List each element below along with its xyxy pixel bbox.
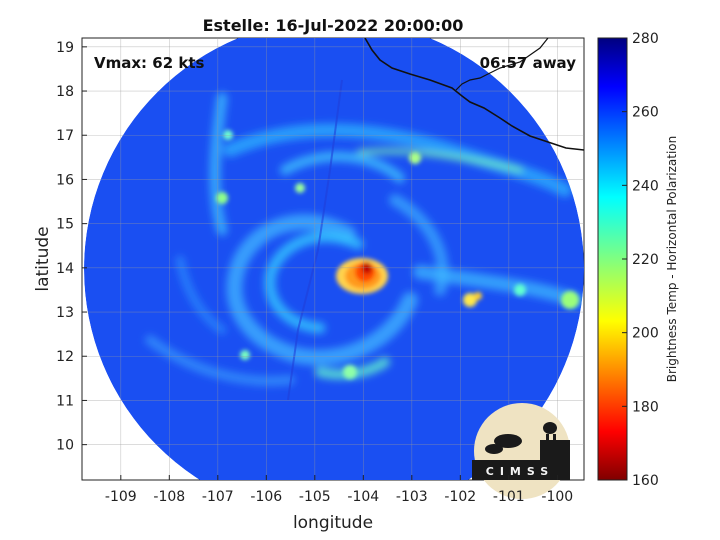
colorbar-tick-label: 160 (632, 473, 659, 489)
x-tick-label: -109 (105, 489, 137, 505)
y-tick-label: 10 (56, 438, 74, 454)
plot-area: CIMSS Vmax: 62 kts 06:57 away (81, 37, 585, 499)
cimss-logo: CIMSS (472, 403, 570, 499)
y-tick-label: 11 (56, 393, 74, 409)
colorbar-tick-label: 220 (632, 252, 659, 268)
colorbar-tick-label: 240 (632, 178, 659, 194)
logo-text: CIMSS (486, 465, 554, 478)
colorbar-tick-label: 200 (632, 326, 659, 342)
colorbar-tick-label: 280 (632, 31, 659, 47)
x-axis-label: longitude (293, 513, 373, 533)
coastline (364, 38, 584, 151)
x-tick-label: -106 (250, 489, 282, 505)
y-tick-label: 15 (56, 217, 74, 233)
y-tick-label: 18 (56, 84, 74, 100)
x-tick-label: -105 (299, 489, 331, 505)
colorbar-tick-label: 180 (632, 399, 659, 415)
colorbar-tick-label: 260 (632, 105, 659, 121)
chart-title: Estelle: 16-Jul-2022 20:00:00 (203, 16, 464, 35)
x-tick-label: -101 (493, 489, 525, 505)
y-tick-label: 12 (56, 349, 74, 365)
x-tick-label: -102 (444, 489, 476, 505)
vmax-label: Vmax: 62 kts (94, 54, 204, 72)
y-tick-label: 14 (56, 261, 74, 277)
colorbar-label: Brightness Temp - Horizontal Polarizatio… (665, 136, 679, 383)
x-tick-label: -103 (396, 489, 428, 505)
grid-lines (82, 38, 584, 480)
y-tick-label: 16 (56, 172, 74, 188)
brightness-temp-image (84, 38, 584, 480)
y-axis: 10 11 12 13 14 15 16 17 18 19 (56, 40, 87, 454)
colorbar: 160 180 200 220 240 260 280 Brightness Temp - … (597, 31, 679, 489)
x-tick-label: -107 (202, 489, 234, 505)
x-tick-label: -108 (153, 489, 185, 505)
y-tick-label: 19 (56, 40, 74, 56)
x-axis: -109 -108 -107 -106 -105 -104 -103 -102 -101 -100 (105, 475, 573, 505)
y-tick-label: 13 (56, 305, 74, 321)
x-tick-label: -104 (347, 489, 379, 505)
y-tick-label: 17 (56, 128, 74, 144)
time-away-label: 06:57 away (480, 54, 577, 72)
y-axis-label: latitude (33, 226, 53, 291)
x-tick-label: -100 (541, 489, 573, 505)
storm-core (336, 258, 388, 294)
